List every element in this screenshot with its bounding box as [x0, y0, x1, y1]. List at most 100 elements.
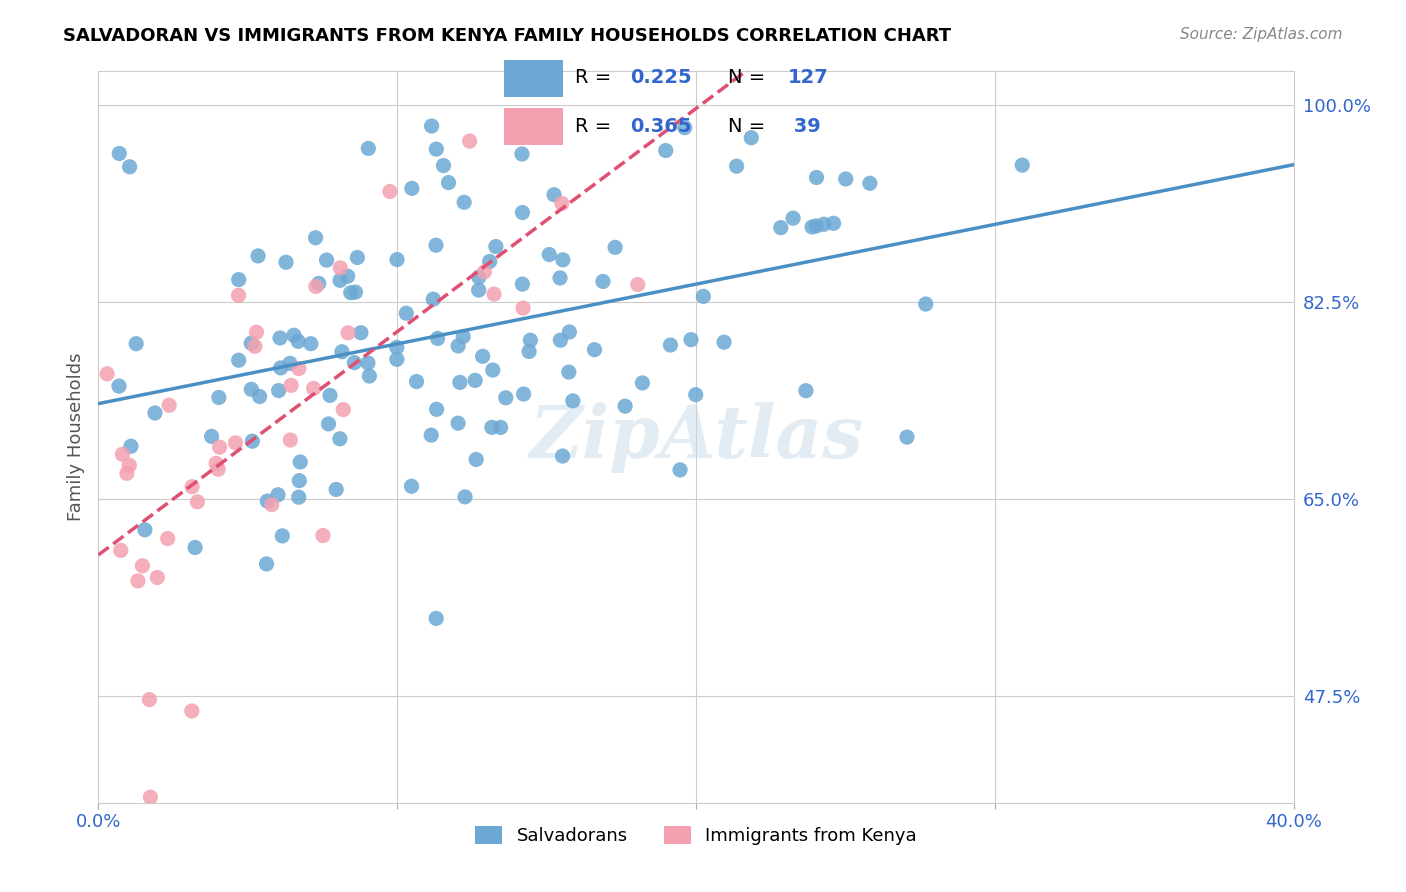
Point	[228, 272, 250, 286]
Point	[485, 239, 508, 253]
Point	[304, 231, 326, 245]
Point	[184, 541, 207, 555]
Point	[489, 420, 512, 434]
Point	[1011, 158, 1033, 172]
Point	[631, 376, 654, 390]
Point	[422, 292, 444, 306]
Point	[447, 416, 470, 430]
Point	[437, 176, 460, 190]
Point	[139, 790, 162, 805]
Point	[274, 255, 297, 269]
Point	[256, 557, 278, 571]
Point	[519, 333, 541, 347]
Point	[157, 398, 180, 412]
Point	[357, 356, 380, 370]
Point	[551, 252, 574, 267]
Point	[143, 406, 166, 420]
Point	[330, 344, 353, 359]
Point	[269, 331, 291, 345]
Point	[385, 352, 408, 367]
Point	[329, 432, 352, 446]
Point	[205, 456, 228, 470]
Point	[481, 420, 503, 434]
Point	[108, 379, 131, 393]
Point	[823, 216, 845, 230]
Point	[512, 205, 534, 219]
Point	[813, 217, 835, 231]
Point	[550, 333, 572, 347]
Text: 39: 39	[787, 117, 821, 136]
Point	[538, 247, 561, 261]
Point	[240, 434, 263, 449]
Point	[482, 287, 505, 301]
Point	[583, 343, 606, 357]
Point	[225, 435, 247, 450]
Y-axis label: Family Households: Family Households	[66, 353, 84, 521]
Point	[451, 329, 474, 343]
Point	[425, 611, 447, 625]
Point	[288, 474, 311, 488]
Point	[561, 393, 583, 408]
Point	[181, 480, 204, 494]
Point	[512, 301, 534, 315]
Point	[472, 265, 495, 279]
Point	[312, 528, 335, 542]
Point	[329, 260, 352, 275]
Text: N =: N =	[728, 69, 772, 87]
Point	[280, 378, 302, 392]
Point	[134, 523, 156, 537]
Point	[267, 384, 290, 398]
Point	[131, 558, 153, 573]
Point	[426, 402, 449, 417]
Point	[673, 120, 696, 135]
Text: ZipAtlas: ZipAtlas	[529, 401, 863, 473]
Point	[669, 463, 692, 477]
Point	[859, 176, 882, 190]
Point	[835, 172, 858, 186]
Point	[794, 384, 817, 398]
Point	[108, 146, 131, 161]
Point	[208, 391, 231, 405]
Point	[592, 275, 614, 289]
Point	[713, 335, 735, 350]
Point	[332, 402, 354, 417]
Text: SALVADORAN VS IMMIGRANTS FROM KENYA FAMILY HOUSEHOLDS CORRELATION CHART: SALVADORAN VS IMMIGRANTS FROM KENYA FAMI…	[63, 27, 952, 45]
Point	[896, 430, 918, 444]
Point	[111, 447, 134, 461]
Point	[517, 344, 540, 359]
Point	[603, 240, 626, 254]
Point	[110, 543, 132, 558]
Point	[510, 147, 533, 161]
Text: 0.225: 0.225	[630, 69, 692, 87]
Point	[449, 376, 471, 390]
Point	[315, 253, 337, 268]
Point	[401, 479, 423, 493]
Point	[359, 369, 381, 384]
Point	[478, 254, 501, 268]
Point	[115, 467, 138, 481]
Point	[512, 387, 534, 401]
Point	[467, 283, 489, 297]
Point	[558, 325, 581, 339]
Point	[425, 142, 447, 156]
Point	[725, 159, 748, 173]
Point	[801, 219, 824, 234]
Point	[337, 326, 360, 340]
Point	[420, 428, 443, 442]
Point	[614, 399, 637, 413]
Point	[245, 325, 267, 339]
Point	[299, 336, 322, 351]
Point	[180, 704, 202, 718]
Point	[782, 211, 804, 226]
Point	[249, 390, 271, 404]
Point	[287, 334, 309, 349]
Point	[558, 365, 581, 379]
Point	[464, 373, 486, 387]
Point	[453, 195, 475, 210]
Point	[118, 458, 141, 473]
Legend: Salvadorans, Immigrants from Kenya: Salvadorans, Immigrants from Kenya	[468, 819, 924, 852]
Point	[271, 529, 294, 543]
Point	[138, 692, 160, 706]
Point	[201, 429, 224, 443]
Point	[401, 181, 423, 195]
